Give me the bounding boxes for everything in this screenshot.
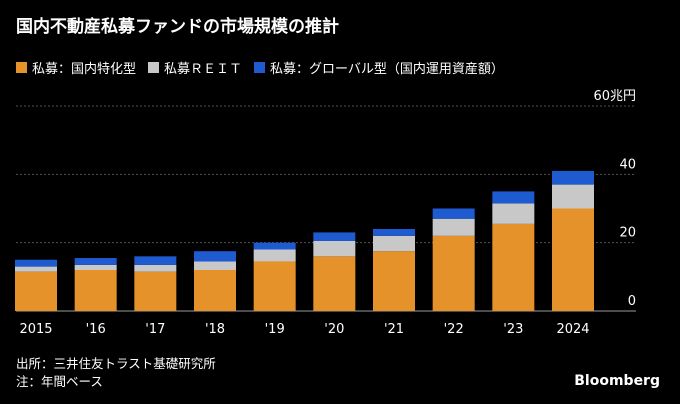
y-tick-label: 40 [619,157,636,172]
bar-segment-22-s0 [432,235,475,311]
source-note: 出所：三井住友トラスト基礎研究所 [16,356,216,371]
bar-segment-17-s2 [134,256,177,265]
legend: 私募：国内特化型 私募ＲＥＩＴ 私募：グローバル型（国内運用資産額） [16,58,516,77]
y-tick-label: 20 [619,226,636,241]
bar-segment-19-s2 [253,242,296,250]
legend-item-global: 私募：グローバル型（国内運用資産額） [254,58,504,77]
legend-swatch-domestic [16,62,27,73]
x-tick-label: '16 [86,322,106,337]
bar-segment-18-s1 [194,261,236,270]
legend-label-domestic: 私募：国内特化型 [32,62,137,77]
legend-swatch-reit [148,62,160,73]
y-tick-label: 0 [628,294,636,309]
bar-segment-2015-s1 [15,266,57,272]
x-tick-label: '19 [265,322,285,337]
x-tick-label: '18 [205,322,225,337]
x-tick-label: 2024 [556,322,589,337]
bar-segment-18-s2 [194,251,236,262]
legend-item-domestic: 私募：国内特化型 [16,58,136,77]
bar-segment-2024-s1 [552,184,594,209]
bar-segment-23-s1 [492,203,535,224]
legend-label-global: 私募：グローバル型（国内運用資産額） [270,62,504,77]
bar-segment-18-s0 [194,270,236,311]
bar-segment-20-s1 [313,240,356,257]
x-tick-label: '20 [324,322,344,337]
bar-segment-2015-s2 [15,259,57,267]
footer-notes: 出所：三井住友トラスト基礎研究所 注：年間ベース [16,355,216,391]
bloomberg-logo: Bloomberg [574,373,660,389]
bar-segment-22-s2 [432,208,475,219]
bar-segment-19-s0 [253,261,296,311]
bar-segment-17-s0 [134,271,177,311]
x-tick-label: '22 [444,322,464,337]
bar-segment-16-s1 [74,264,117,270]
bar-segment-20-s2 [313,232,356,241]
bar-segment-2024-s2 [552,170,594,185]
bar-segment-23-s2 [492,191,535,204]
bar-segment-23-s0 [492,223,535,311]
x-tick-label: '21 [384,322,404,337]
bar-segment-21-s0 [373,251,415,311]
bar-segment-20-s0 [313,256,356,311]
bar-segment-16-s0 [74,270,117,311]
bar-segment-17-s1 [134,264,177,272]
legend-item-reit: 私募ＲＥＩＴ [148,58,242,77]
footnote: 注：年間ベース [16,374,103,389]
bar-segment-2024-s0 [552,208,594,311]
bar-segment-21-s2 [373,229,415,236]
bar-segment-21-s1 [373,235,415,252]
x-tick-label: '23 [503,322,523,337]
x-tick-label: 2015 [19,322,52,337]
legend-swatch-global [254,62,266,73]
y-tick-label: 60兆円 [593,89,636,104]
bar-segment-19-s1 [253,249,296,262]
bar-segment-22-s1 [432,218,475,236]
legend-label-reit: 私募ＲＥＩＴ [164,62,243,77]
x-tick-label: '17 [145,322,165,337]
bar-segment-16-s2 [74,258,117,265]
chart-title: 国内不動産私募ファンドの市場規模の推計 [16,17,339,37]
bar-segment-2015-s0 [15,271,57,311]
